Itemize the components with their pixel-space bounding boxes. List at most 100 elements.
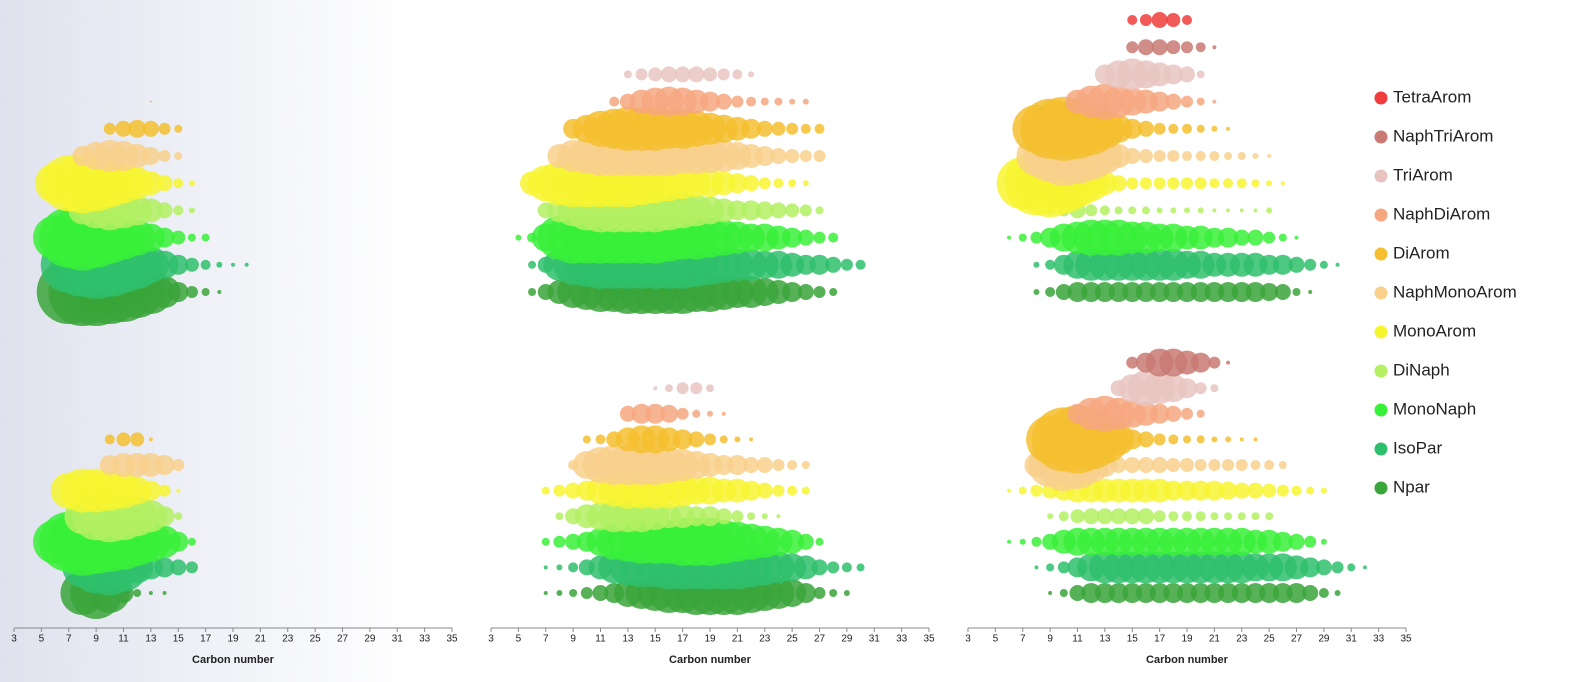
bubble: [829, 589, 837, 597]
bubble: [1031, 537, 1041, 547]
bubble: [1007, 540, 1011, 544]
bubble: [1152, 39, 1168, 55]
bubble: [1181, 41, 1193, 53]
bubble: [544, 591, 548, 595]
bubble: [688, 66, 704, 82]
legend-label: DiNaph: [1393, 360, 1450, 379]
bubble: [1209, 151, 1219, 161]
bubble: [1020, 539, 1026, 545]
bubble: [528, 261, 536, 269]
bubble: [1195, 459, 1207, 471]
bubble: [814, 150, 826, 162]
bubble: [1100, 205, 1110, 215]
bubble: [1166, 458, 1180, 472]
bubble: [1126, 177, 1138, 189]
bubble: [1196, 151, 1206, 161]
x-tick-label: 15: [650, 634, 662, 645]
bubble: [1191, 353, 1211, 373]
bubble: [176, 489, 180, 493]
x-tick-label: 5: [39, 634, 45, 645]
bubble: [1319, 588, 1329, 598]
x-tick-label: 3: [488, 634, 494, 645]
bubble: [1238, 152, 1246, 160]
bubble: [1124, 508, 1140, 524]
bubble: [1152, 457, 1168, 473]
bubble: [720, 435, 728, 443]
bubble: [1197, 435, 1205, 443]
bubble: [186, 561, 198, 573]
bubble: [1308, 290, 1312, 294]
bubble: [163, 591, 167, 595]
bubble: [157, 202, 173, 218]
x-tick-label: 33: [419, 634, 431, 645]
bubble: [1279, 234, 1287, 242]
bubble: [800, 150, 812, 162]
bubble: [1154, 433, 1166, 445]
bubble: [556, 564, 562, 570]
bubble: [1238, 512, 1246, 520]
bubble: [1335, 590, 1341, 596]
x-tick-label: 21: [732, 634, 744, 645]
x-tick-label: 29: [841, 634, 853, 645]
bubble: [1262, 484, 1276, 498]
bubble: [173, 178, 183, 188]
bubble: [1007, 236, 1011, 240]
bubble: [798, 534, 814, 550]
bubble: [816, 206, 824, 214]
legend-label: Npar: [1393, 477, 1430, 496]
bubble: [1210, 512, 1218, 520]
bubble: [1320, 261, 1328, 269]
bubble: [722, 412, 726, 416]
bubble: [1019, 234, 1027, 242]
legend-label: NaphDiArom: [1393, 204, 1490, 223]
x-tick-label: 9: [93, 634, 99, 645]
bubble: [143, 121, 159, 137]
bubble: [743, 175, 759, 191]
bubble: [1138, 457, 1154, 473]
x-axis-label: Carbon number: [192, 654, 275, 666]
bubble: [142, 147, 160, 165]
bubble: [1264, 460, 1274, 470]
bubble: [1266, 180, 1272, 186]
bubble: [568, 562, 578, 572]
bubble: [1033, 289, 1039, 295]
bubble: [800, 204, 812, 216]
chart: 357911131517192123252729313335Carbon num…: [0, 0, 1590, 677]
bubble: [202, 288, 210, 296]
bubble: [1196, 511, 1206, 521]
bubble: [1168, 434, 1178, 444]
bubble: [661, 66, 677, 82]
legend-marker: [1375, 482, 1388, 495]
bubble: [201, 260, 211, 270]
bubble: [1212, 208, 1216, 212]
bubble: [1165, 406, 1181, 422]
bubble: [245, 263, 249, 267]
x-tick-label: 17: [200, 634, 212, 645]
bubble: [1247, 230, 1263, 246]
x-tick-label: 9: [570, 634, 576, 645]
bubble: [796, 583, 816, 603]
bubble: [787, 460, 797, 470]
bubble: [1166, 13, 1180, 27]
bubble: [155, 506, 175, 526]
bubble: [1168, 124, 1178, 134]
bubble: [1152, 12, 1168, 28]
bubble: [1224, 152, 1232, 160]
bubble: [785, 203, 799, 217]
bubble: [172, 459, 184, 471]
bubble: [1183, 435, 1191, 443]
bubble: [1166, 40, 1180, 54]
bubble: [1182, 15, 1192, 25]
legend-label: TetraArom: [1393, 87, 1471, 106]
x-tick-label: 7: [66, 634, 72, 645]
x-tick-label: 35: [1400, 634, 1412, 645]
bubble: [1138, 431, 1154, 447]
bubble: [802, 461, 810, 469]
bubble: [1045, 260, 1055, 270]
bubble: [1265, 512, 1273, 520]
bubble: [1182, 151, 1192, 161]
x-tick-label: 27: [1291, 634, 1303, 645]
bubble: [776, 514, 780, 518]
page: 357911131517192123252729313335Carbon num…: [0, 0, 1590, 677]
bubble: [1165, 94, 1181, 110]
